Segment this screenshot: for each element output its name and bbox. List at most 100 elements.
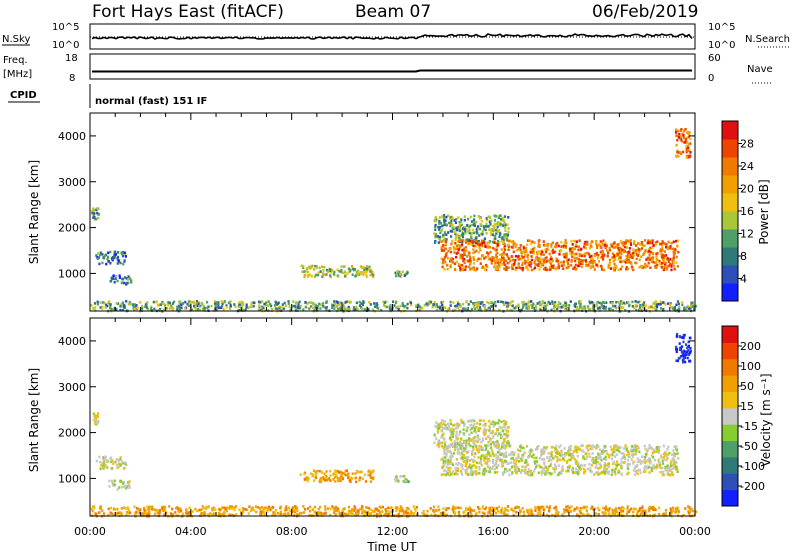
data-cell (652, 456, 654, 459)
data-cell (457, 426, 459, 429)
data-cell (597, 445, 599, 448)
data-cell (299, 301, 301, 304)
data-cell (445, 241, 447, 244)
data-cell (99, 461, 101, 464)
data-cell (452, 432, 454, 435)
data-cell (214, 508, 216, 511)
data-cell (455, 221, 457, 224)
data-cell (464, 219, 466, 222)
data-cell (285, 505, 287, 508)
data-cell (465, 249, 467, 252)
data-cell (511, 246, 513, 249)
data-cell (645, 465, 647, 468)
data-cell (238, 306, 240, 309)
data-cell (322, 305, 324, 308)
data-cell (646, 450, 648, 453)
data-cell (457, 442, 459, 445)
data-cell (503, 440, 505, 443)
data-cell (673, 257, 675, 260)
data-cell (101, 253, 103, 256)
data-cell (503, 453, 505, 456)
data-cell (376, 304, 378, 307)
data-cell (476, 422, 478, 425)
data-cell (470, 471, 472, 474)
data-cell (449, 470, 451, 473)
data-cell (344, 265, 346, 268)
data-cell (605, 301, 607, 304)
data-cell (441, 466, 443, 469)
data-cell (526, 464, 528, 467)
data-cell (443, 214, 445, 217)
data-cell (655, 266, 657, 269)
data-cell (580, 507, 582, 510)
data-cell (603, 269, 605, 272)
data-cell (441, 419, 443, 422)
data-cell (661, 467, 663, 470)
data-cell (153, 308, 155, 311)
data-cell (346, 300, 348, 303)
data-cell (654, 459, 656, 462)
data-cell (307, 271, 309, 274)
data-cell (253, 509, 255, 512)
data-cell (570, 300, 572, 303)
data-cell (495, 422, 497, 425)
data-cell (584, 255, 586, 258)
data-cell (458, 462, 460, 465)
data-cell (484, 238, 486, 241)
data-cell (478, 258, 480, 261)
data-cell (443, 268, 445, 271)
data-cell (539, 244, 541, 247)
data-cell (502, 430, 504, 433)
data-cell (506, 430, 508, 433)
data-cell (690, 305, 692, 308)
data-cell (450, 235, 452, 238)
data-cell (300, 305, 302, 308)
data-cell (446, 466, 448, 469)
data-cell (664, 250, 666, 253)
data-cell (482, 266, 484, 269)
data-cell (490, 447, 492, 450)
data-cell (503, 303, 505, 306)
data-cell (341, 474, 343, 477)
data-cell (250, 509, 252, 512)
data-cell (483, 459, 485, 462)
data-cell (670, 265, 672, 268)
data-cell (289, 510, 291, 513)
data-cell (340, 480, 342, 483)
data-cell (588, 453, 590, 456)
data-cell (662, 308, 664, 311)
data-cell (450, 456, 452, 459)
data-cell (305, 306, 307, 309)
data-cell (324, 508, 326, 511)
data-cell (119, 276, 121, 279)
data-cell (567, 262, 569, 265)
data-cell (385, 508, 387, 511)
data-cell (124, 507, 126, 510)
data-cell (676, 335, 678, 338)
data-cell (577, 265, 579, 268)
data-cell (557, 513, 559, 516)
data-cell (564, 447, 566, 450)
data-cell (440, 229, 442, 232)
data-cell (121, 253, 123, 256)
data-cell (677, 360, 679, 363)
data-cell (459, 234, 461, 237)
data-cell (496, 268, 498, 271)
data-cell (525, 471, 527, 474)
data-cell (481, 233, 483, 236)
data-cell (513, 462, 515, 465)
data-cell (366, 275, 368, 278)
data-cell (681, 345, 683, 348)
data-cell (577, 448, 579, 451)
data-cell (611, 471, 613, 474)
data-cell (469, 463, 471, 466)
data-cell (477, 430, 479, 433)
data-cell (471, 267, 473, 270)
data-cell (530, 255, 532, 258)
data-cell (311, 275, 313, 278)
data-cell (490, 301, 492, 304)
data-cell (119, 262, 121, 265)
data-cell (475, 473, 477, 476)
data-cell (334, 469, 336, 472)
data-cell (631, 458, 633, 461)
